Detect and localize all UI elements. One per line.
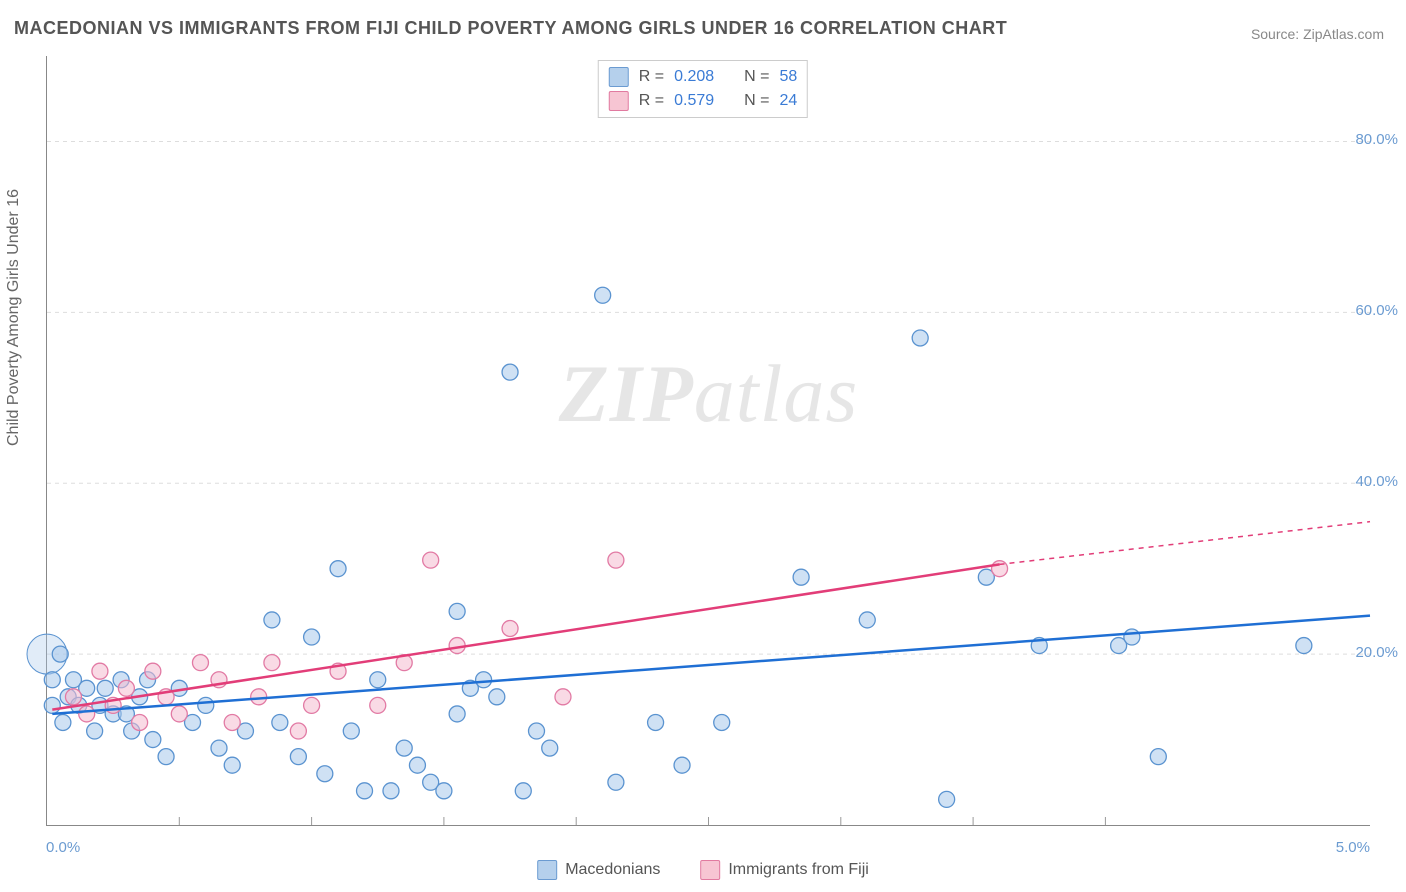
- stats-n-label: N =: [744, 92, 769, 110]
- swatch-pink-icon: [700, 860, 720, 880]
- stats-row-fiji: R = 0.579 N = 24: [609, 89, 797, 113]
- correlation-stats-box: R = 0.208 N = 58 R = 0.579 N = 24: [598, 60, 808, 118]
- stats-r-value: 0.579: [674, 92, 726, 110]
- bottom-legend: Macedonians Immigrants from Fiji: [537, 860, 869, 880]
- source-link[interactable]: ZipAtlas.com: [1303, 26, 1384, 42]
- source-prefix: Source:: [1251, 26, 1303, 42]
- source-attribution: Source: ZipAtlas.com: [1251, 26, 1384, 42]
- plot-area: ZIPatlas: [46, 56, 1370, 826]
- x-axis-min-label: 0.0%: [46, 839, 80, 856]
- swatch-pink-icon: [609, 91, 629, 111]
- y-tick-label: 20.0%: [1355, 644, 1398, 661]
- stats-n-label: N =: [744, 68, 769, 86]
- stats-row-macedonians: R = 0.208 N = 58: [609, 65, 797, 89]
- legend-label: Macedonians: [565, 861, 660, 879]
- y-tick-label: 80.0%: [1355, 131, 1398, 148]
- stats-n-value: 58: [779, 68, 797, 86]
- y-axis-label: Child Poverty Among Girls Under 16: [5, 189, 23, 446]
- swatch-blue-icon: [537, 860, 557, 880]
- swatch-blue-icon: [609, 67, 629, 87]
- chart-title: MACEDONIAN VS IMMIGRANTS FROM FIJI CHILD…: [14, 18, 1007, 39]
- x-axis-max-label: 5.0%: [1336, 839, 1370, 856]
- y-tick-label: 60.0%: [1355, 302, 1398, 319]
- stats-n-value: 24: [779, 92, 797, 110]
- stats-r-value: 0.208: [674, 68, 726, 86]
- y-tick-label: 40.0%: [1355, 473, 1398, 490]
- legend-item-fiji: Immigrants from Fiji: [700, 860, 868, 880]
- legend-label: Immigrants from Fiji: [728, 861, 868, 879]
- legend-item-macedonians: Macedonians: [537, 860, 660, 880]
- plot-container: ZIPatlas: [46, 56, 1370, 826]
- stats-r-label: R =: [639, 68, 664, 86]
- stats-r-label: R =: [639, 92, 664, 110]
- chart-svg: [47, 56, 1370, 825]
